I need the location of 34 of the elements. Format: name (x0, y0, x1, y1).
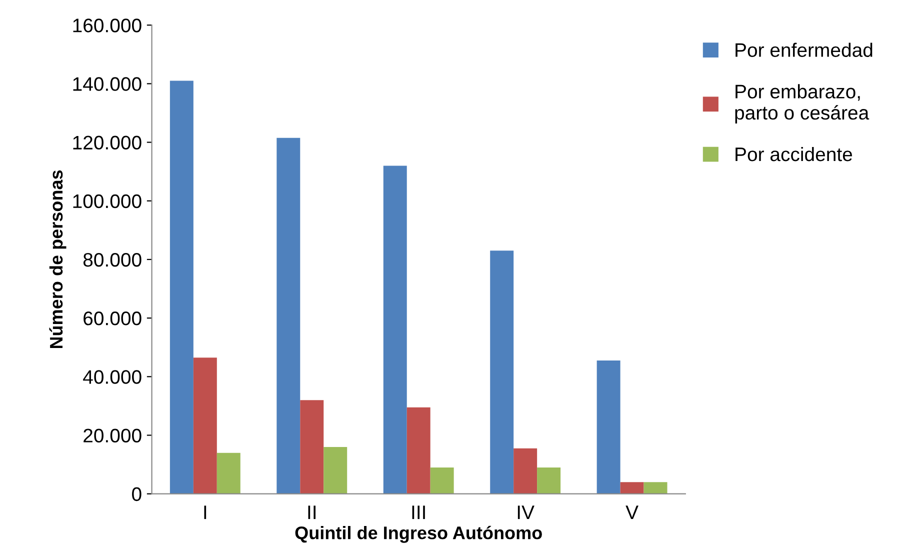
y-tick-label: 160.000 (73, 18, 142, 32)
bar (596, 360, 620, 494)
y-tick-label: 120.000 (73, 136, 142, 150)
y-tick-label: 40.000 (83, 370, 142, 384)
x-tick-label: I (204, 506, 206, 520)
bar (324, 446, 348, 494)
legend-label: Por enfermedad (736, 42, 872, 57)
bar (537, 467, 561, 494)
y-axis-title: Número de personas (49, 170, 66, 348)
bar (620, 482, 644, 494)
x-tick-label: IV (518, 506, 534, 520)
bar (406, 407, 430, 494)
x-tick-label: II (308, 506, 316, 520)
y-tick-label: 100.000 (73, 194, 142, 208)
y-tick-label: 140.000 (73, 77, 142, 91)
bar (383, 166, 407, 494)
y-tick-label: 0 (132, 487, 142, 502)
bar (276, 138, 300, 494)
bar (300, 400, 324, 494)
bar (490, 250, 514, 494)
legend-label: Por embarazo, parto o cesárea (735, 84, 870, 124)
legend-label: Por accidente (736, 146, 852, 162)
bar (170, 80, 194, 494)
y-tick-label: 80.000 (83, 252, 142, 267)
bar (430, 467, 454, 494)
x-axis-title: Quintil de Ingreso Autónomo (295, 526, 542, 543)
bar (193, 358, 217, 494)
y-tick-label: 60.000 (84, 312, 142, 326)
bar (644, 482, 668, 494)
bar (514, 448, 538, 494)
y-tick-label: 20.000 (84, 428, 142, 442)
bar (216, 452, 240, 494)
x-tick-label: III (412, 506, 425, 520)
x-tick-label: V (626, 506, 638, 520)
